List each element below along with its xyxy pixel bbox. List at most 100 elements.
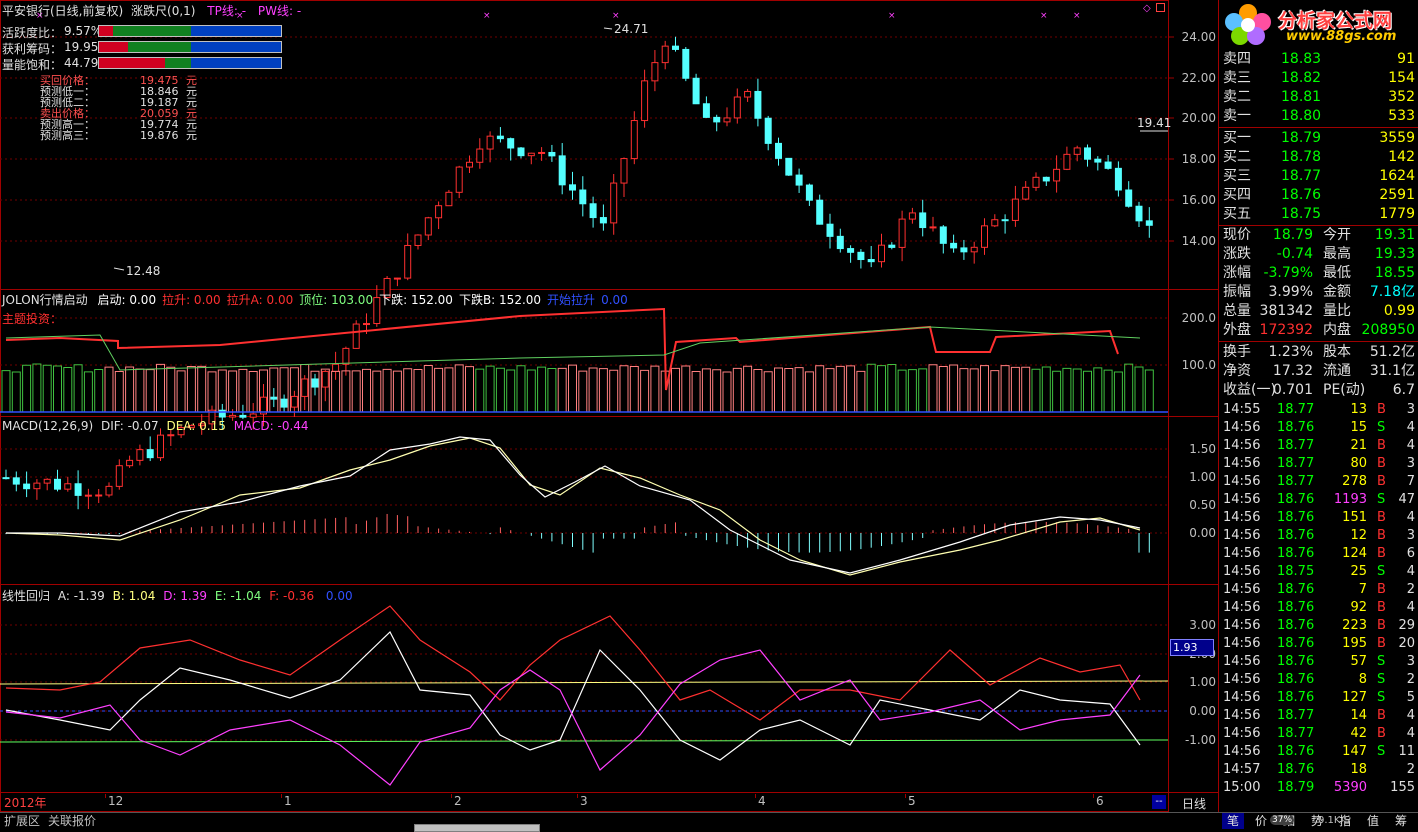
jolon-bar (392, 370, 402, 412)
stock-title[interactable]: 平安银行(日线,前复权) (2, 4, 124, 18)
jolon-item: 拉升: 0.00 (162, 293, 221, 307)
tick-count: 4 (1406, 726, 1415, 741)
candle-body (775, 142, 782, 159)
chart-area[interactable]: × × × × × × × 24.00 22.00 20.00 18.00 16.00 14.00 20… (0, 0, 1218, 812)
jolon-bar (42, 364, 52, 412)
jolon-bar (423, 364, 433, 412)
bar-green-segment (113, 26, 191, 36)
candle-body (517, 147, 525, 157)
time-axis-label: 6 (1096, 794, 1104, 808)
diamond-icon[interactable]: ◇ (1143, 3, 1151, 14)
jolon-bar (506, 369, 516, 412)
candle-body (249, 413, 257, 418)
jolon-bar (1052, 370, 1062, 412)
stat-value: -0.74 (1276, 246, 1313, 262)
linreg-b-line (0, 680, 1169, 685)
time-axis-label: 3 (580, 794, 588, 808)
tick-row[interactable]: 14:57 18.76 18 2 (1219, 761, 1418, 779)
buy-order-row[interactable]: 买三 18.77 1624 (1219, 167, 1418, 186)
tab-extension-area[interactable]: 扩展区 (4, 814, 41, 828)
jolon-bar (125, 366, 135, 412)
order-label: 卖二 (1223, 89, 1251, 105)
tick-row[interactable]: 14:56 18.77 14 B 4 (1219, 707, 1418, 725)
tick-row[interactable]: 14:56 18.76 92 B 4 (1219, 599, 1418, 617)
quote-tab-5[interactable]: 值 (1366, 814, 1379, 828)
candle-body (682, 48, 690, 79)
tick-row[interactable]: 15:00 18.79 5390 155 (1219, 779, 1418, 797)
tick-row[interactable]: 14:56 18.76 151 B 4 (1219, 509, 1418, 527)
sell-order-row[interactable]: 卖二 18.81 352 (1219, 88, 1418, 107)
tab-related-quotes[interactable]: 关联报价 (48, 814, 97, 828)
tick-row[interactable]: 14:56 18.77 42 B 4 (1219, 725, 1418, 743)
quote-tab-4[interactable]: 指 (1338, 814, 1351, 828)
marker-x-icon: × (236, 11, 244, 21)
tick-volume: 15 (1350, 420, 1367, 435)
tick-row[interactable]: 14:55 18.77 13 B 3 (1219, 401, 1418, 419)
jolon-bar (1062, 367, 1072, 412)
jolon-bar (763, 371, 773, 412)
tick-row[interactable]: 14:56 18.75 25 S 4 (1219, 563, 1418, 581)
order-label: 买五 (1223, 206, 1251, 222)
order-label: 买二 (1223, 149, 1251, 165)
linreg-extra: 0.00 (325, 589, 353, 603)
buy-order-row[interactable]: 买五 18.75 1779 (1219, 205, 1418, 224)
jolon-bar (413, 369, 423, 412)
sell-order-row[interactable]: 卖一 18.80 533 (1219, 107, 1418, 126)
tick-row[interactable]: 14:56 18.76 15 S 4 (1219, 419, 1418, 437)
tick-row[interactable]: 14:56 18.76 1193 S 47 (1219, 491, 1418, 509)
time-axis-scroll[interactable]: -- (1152, 795, 1166, 809)
tick-row[interactable]: 14:56 18.76 8 S 2 (1219, 671, 1418, 689)
horizontal-scrollbar[interactable] (414, 824, 540, 832)
tick-list[interactable]: 14:55 18.77 13 B 3 14:56 18.76 15 S 4 14:56 18.77 21… (1219, 401, 1418, 811)
quote-tab-0[interactable]: 笔 (1222, 813, 1244, 829)
tick-price: 18.75 (1277, 564, 1315, 579)
stat-label: 股本 (1323, 344, 1351, 360)
quote-tab-6[interactable]: 筹 (1394, 814, 1407, 828)
jolon-bar (362, 368, 371, 412)
quote-tab-3[interactable]: 势 (1310, 814, 1323, 828)
site-logo: 分析家公式网 www.88gs.com (1220, 2, 1416, 46)
buy-order-row[interactable]: 买一 18.79 3559 (1219, 129, 1418, 148)
order-volume: 3559 (1379, 130, 1415, 146)
sell-order-row[interactable]: 卖四 18.83 91 (1219, 50, 1418, 69)
jolon-bar (83, 371, 93, 412)
tick-row[interactable]: 14:56 18.76 127 S 5 (1219, 689, 1418, 707)
buy-order-row[interactable]: 买二 18.78 142 (1219, 148, 1418, 167)
tick-row[interactable]: 14:56 18.76 223 B 29 (1219, 617, 1418, 635)
sell-order-row[interactable]: 卖三 18.82 154 (1219, 69, 1418, 88)
candle-body (1011, 198, 1019, 221)
tick-row[interactable]: 14:56 18.76 124 B 6 (1219, 545, 1418, 563)
jolon-item: 拉升A: 0.00 (226, 293, 294, 307)
order-price: 18.75 (1281, 206, 1322, 222)
buy-order-row[interactable]: 买四 18.76 2591 (1219, 186, 1418, 205)
tick-row[interactable]: 14:56 18.76 195 B 20 (1219, 635, 1418, 653)
jolon-bar (969, 368, 979, 412)
restore-icon[interactable] (1156, 3, 1165, 12)
tick-row[interactable]: 14:56 18.77 80 B 3 (1219, 455, 1418, 473)
candle-body (126, 459, 134, 467)
linreg-d-line (5, 649, 1141, 786)
tick-row[interactable]: 14:56 18.77 278 B 7 (1219, 473, 1418, 491)
tick-row[interactable]: 14:56 18.77 21 B 4 (1219, 437, 1418, 455)
candle-body (64, 483, 72, 490)
tick-row[interactable]: 14:56 18.76 57 S 3 (1219, 653, 1418, 671)
jolon-bar (22, 364, 32, 412)
time-axis-tick (451, 794, 452, 798)
tick-count: 2 (1406, 672, 1415, 687)
tick-row[interactable]: 14:56 18.76 12 B 3 (1219, 527, 1418, 545)
stat-label: 净资 (1223, 363, 1251, 379)
tick-row[interactable]: 14:56 18.76 147 S 11 (1219, 743, 1418, 761)
quote-tab-1[interactable]: 价 (1254, 814, 1267, 828)
candle-body (847, 248, 855, 253)
candle-body (1094, 158, 1102, 163)
kline-chart-svg[interactable]: × × × × × × × 24.0022.0020.0018.0016.0014.0020… (0, 0, 1218, 812)
candle-body (744, 90, 752, 98)
stat-value: 19.31 (1374, 227, 1415, 243)
tick-volume: 21 (1350, 438, 1367, 453)
period-label[interactable]: 日线 (1182, 797, 1207, 811)
tick-row[interactable]: 14:56 18.76 7 B 2 (1219, 581, 1418, 599)
tick-time: 14:56 (1223, 708, 1261, 723)
overlay-bar-row: 获利筹码： 19.95% (2, 40, 292, 56)
candle-body (105, 485, 113, 496)
candle-body (1104, 161, 1112, 169)
